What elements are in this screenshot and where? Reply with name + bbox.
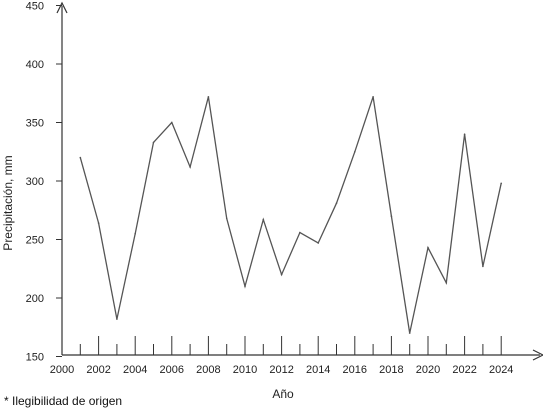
y-tick-label: 450 <box>26 1 44 13</box>
x-tick-label: 2016 <box>343 364 367 376</box>
y-axis-title: Precipitación, mm <box>1 155 15 250</box>
data-point <box>299 231 301 234</box>
data-point <box>79 156 82 159</box>
x-tick-label: 2024 <box>489 364 513 376</box>
data-point <box>152 141 155 144</box>
x-tick-label: 2020 <box>416 364 440 376</box>
data-point <box>207 96 210 98</box>
data-point <box>354 151 356 153</box>
data-point <box>262 218 265 221</box>
y-tick-label: 300 <box>26 176 44 188</box>
x-axis <box>62 349 543 361</box>
footnote: * Ilegibilidad de origen <box>4 394 123 408</box>
data-point <box>244 285 246 288</box>
data-point <box>134 232 136 235</box>
x-tick-label: 2006 <box>160 364 184 376</box>
x-tick-label: 2002 <box>86 364 110 376</box>
series-group <box>79 96 503 334</box>
data-point <box>482 265 484 268</box>
data-point <box>97 222 100 224</box>
x-tick-label: 2022 <box>452 364 476 376</box>
x-ticks: 2000 2002 2004 2006 2008 2010 2012 2014 2016 2018… <box>50 336 513 376</box>
precipitation-series-line <box>79 96 502 334</box>
x-tick-label: 2008 <box>196 364 220 376</box>
data-point <box>116 318 118 320</box>
y-tick-label: 350 <box>26 118 44 130</box>
data-point <box>408 332 411 334</box>
x-axis-title: Año <box>272 387 294 401</box>
data-point <box>500 182 503 185</box>
y-tick-label: 200 <box>26 293 44 305</box>
data-point <box>189 166 191 168</box>
data-point <box>390 215 393 217</box>
y-tick-label: 400 <box>26 59 44 71</box>
y-tick-label: 250 <box>26 235 44 247</box>
data-point <box>280 273 283 276</box>
y-axis-arrow <box>56 1 68 14</box>
x-tick-label: 2018 <box>379 364 403 376</box>
x-axis-arrow <box>532 349 543 361</box>
y-axis <box>56 1 68 355</box>
data-point <box>463 133 466 135</box>
x-tick-label: 2004 <box>123 364 147 376</box>
x-tick-label: 2000 <box>50 364 74 376</box>
y-tick-label: 150 <box>26 352 44 364</box>
data-point <box>171 121 173 124</box>
data-point <box>317 242 320 244</box>
data-point <box>445 282 448 284</box>
x-tick-label: 2012 <box>269 364 293 376</box>
x-tick-label: 2014 <box>306 364 330 376</box>
data-point <box>335 202 338 204</box>
data-point <box>372 96 374 98</box>
y-ticks: 150200250300350400450500550600 <box>26 1 62 364</box>
data-point <box>225 217 228 220</box>
x-tick-label: 2010 <box>233 364 257 376</box>
data-point <box>427 246 429 249</box>
